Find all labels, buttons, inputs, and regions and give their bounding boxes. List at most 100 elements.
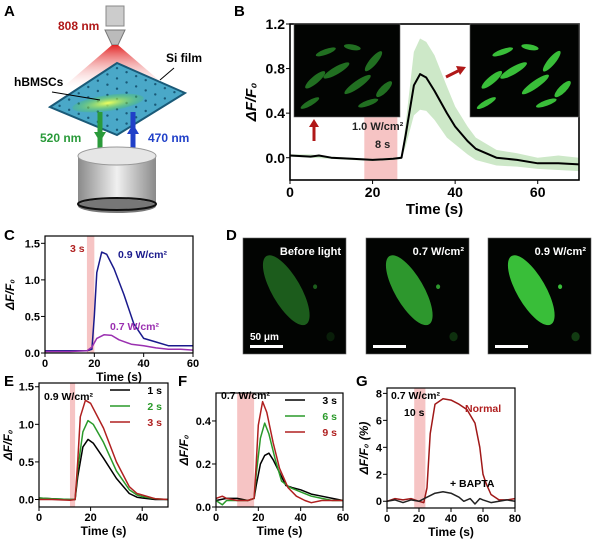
y-tick-label: 0.0 (266, 150, 286, 166)
y-tick-label: 0.2 (196, 459, 211, 471)
annotation: 0.9 W/cm² (118, 249, 168, 261)
film-dot (125, 91, 128, 94)
film-dot (144, 109, 147, 113)
x-tick-label: 60 (530, 184, 546, 200)
legend-label: 3 s (147, 417, 162, 429)
film-label: Si film (166, 51, 202, 65)
cell-fluorescence (300, 97, 320, 109)
x-tick-label: 40 (447, 184, 463, 200)
legend-label: 6 s (322, 411, 337, 423)
cells-pointer (51, 91, 101, 101)
cell-fluorescence (554, 80, 571, 98)
series-line-9-s (215, 400, 343, 504)
y-tick-label: 1.2 (266, 16, 286, 32)
inset-before-light (293, 23, 401, 118)
cell-fluorescence (326, 331, 335, 342)
cell-fluorescence (358, 98, 379, 108)
film-dot (106, 114, 109, 117)
y-tick-label: 0.4 (196, 416, 212, 428)
series-line--BAPTA (386, 491, 516, 505)
legend-label: 9 s (322, 427, 337, 439)
x-tick-label: 0 (286, 184, 294, 200)
cell-fluorescence (305, 71, 326, 89)
film-dot (87, 116, 90, 120)
stimulus-band (414, 388, 426, 508)
film-dot (106, 124, 109, 128)
x-tick-label: 60 (187, 358, 199, 370)
panel-label-A: A (4, 3, 15, 20)
y-tick-label: 0.0 (19, 494, 34, 506)
cell-fluorescence (542, 50, 561, 72)
series-line-1-s (38, 438, 168, 501)
panel-label-D: D (226, 227, 237, 244)
panel-label-B: B (234, 3, 245, 20)
x-tick-label: 20 (252, 512, 264, 524)
film-dot (125, 112, 128, 115)
annotation: 1.0 W/cm² (352, 121, 404, 133)
x-tick-label: 0 (213, 512, 219, 524)
film-dot (115, 66, 119, 70)
film-dot (144, 78, 147, 82)
cell-fluorescence (364, 51, 383, 72)
film-dot (106, 73, 109, 76)
series-line-2-s (38, 419, 169, 501)
y-axis-label: ΔF/F₀ (243, 83, 260, 123)
film-dot (173, 90, 176, 94)
chart-G: 0 20 40 60 80 0 2 4 6 8 Time (s) ΔF/F₀ (%) 0.7 W/cm²… (357, 387, 521, 539)
film-dot (134, 116, 138, 119)
y-tick-label: 1.0 (19, 419, 34, 431)
chart-C: 0 20 40 60 0.0 0.5 1.0 1.5 Time (s) ΔF/F₀ 3 s 0.9 W… (3, 235, 199, 384)
cell-fluorescence (436, 284, 441, 290)
detector-top (77, 146, 157, 166)
inset-after-light (469, 23, 580, 118)
cell-fluorescence (344, 74, 371, 95)
y-tick-label: 0.5 (25, 311, 40, 323)
x-axis-label: Time (s) (428, 525, 474, 539)
x-tick-label: 60 (477, 513, 489, 525)
x-tick-label: 0 (42, 358, 48, 370)
arrow-up-head (309, 119, 319, 127)
cell-fluorescence (343, 44, 361, 51)
cell-fluorescence (536, 98, 557, 108)
x-axis-label: Time (s) (406, 201, 463, 218)
film-dot (134, 74, 138, 78)
laser-wavelength-label: 808 nm (58, 19, 99, 33)
annotation: 0.7 W/cm² (221, 390, 271, 402)
x-tick-label: 40 (136, 512, 148, 524)
scale-bar (250, 345, 283, 348)
annotation: 0.9 W/cm² (44, 391, 94, 403)
x-tick-label: 0 (36, 512, 42, 524)
cell-fluorescence (262, 255, 310, 326)
annotation: 0.7 W/cm² (391, 390, 441, 402)
scale-bar (373, 345, 406, 348)
y-axis-label: ΔF/F₀ (3, 279, 17, 311)
y-axis-label: ΔF/F₀ (%) (357, 422, 371, 476)
film-dot (115, 128, 119, 132)
axes-frame (44, 235, 194, 354)
cell-fluorescence (558, 284, 563, 290)
cells-label: hBMSCs (14, 75, 64, 89)
x-tick-label: 20 (365, 184, 381, 200)
film-dot (67, 98, 71, 101)
film-dot (115, 77, 119, 80)
stimulus-band (86, 236, 95, 353)
cell-fluorescence (313, 284, 318, 290)
film-dot (134, 85, 138, 88)
error-band (290, 38, 579, 172)
y-tick-label: 8 (376, 388, 382, 400)
cell-fluorescence (521, 74, 549, 95)
film-dot (77, 112, 80, 116)
film-dot (163, 97, 167, 100)
film-dot (154, 93, 157, 96)
objective-icon (105, 5, 125, 27)
annotation: Normal (465, 403, 501, 415)
film-dot (87, 85, 90, 89)
x-tick-label: 40 (138, 358, 150, 370)
axes-frame (38, 382, 169, 508)
legend-label: 2 s (147, 401, 162, 413)
y-tick-label: 2 (376, 469, 382, 481)
chart-F: 0 20 40 60 0.0 0.2 0.4 Time (s) ΔF/F₀ 0.7 W/cm² 3 … (177, 390, 349, 538)
y-tick-label: 1.0 (25, 275, 40, 287)
y-axis-label: ΔF/F₀ (177, 434, 191, 466)
